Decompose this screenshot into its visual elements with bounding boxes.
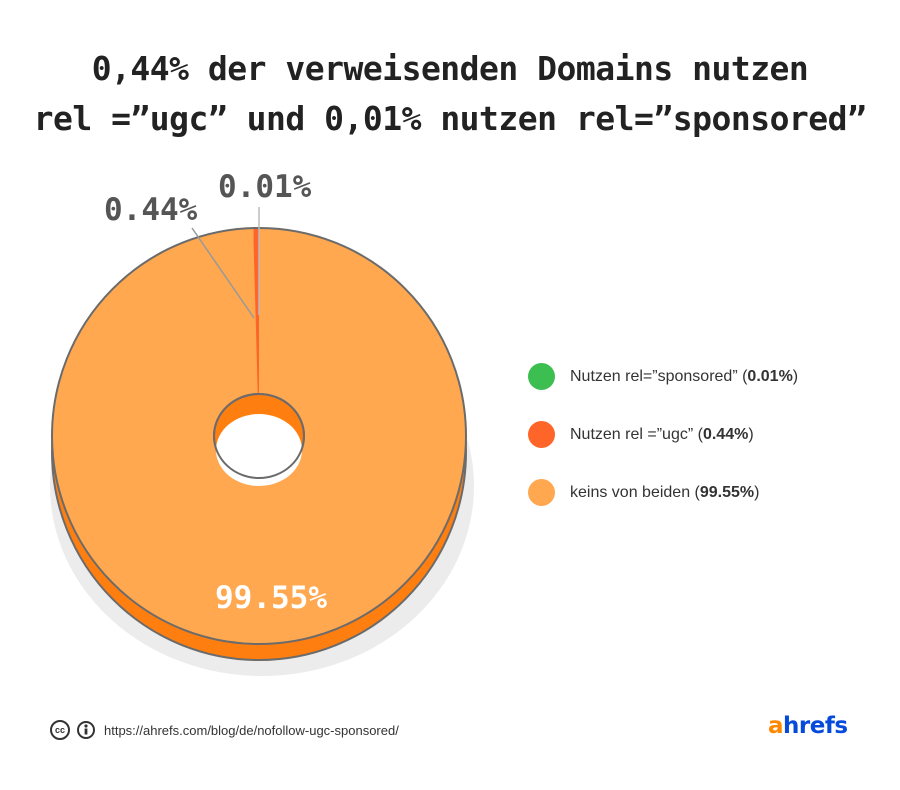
- legend-swatch: [528, 479, 555, 506]
- title-line-1: 0,44% der verweisenden Domains nutzen: [91, 49, 809, 88]
- legend-label: Nutzen rel=”sponsored”: [570, 367, 738, 385]
- legend-value: 0.44%: [702, 425, 749, 443]
- donut-top: [51, 227, 467, 645]
- donut-hole-outline: [213, 393, 305, 479]
- legend-swatch: [528, 421, 555, 448]
- legend-item-sponsored: Nutzen rel=”sponsored” (0.01%): [528, 362, 798, 391]
- data-label-neither: 99.55%: [215, 580, 327, 616]
- donut-slice-0: [52, 228, 467, 645]
- legend-swatch: [528, 363, 555, 390]
- legend-item-ugc: Nutzen rel =”ugc” (0.44%): [528, 420, 798, 449]
- donut-slice-1: [253, 228, 259, 395]
- ahrefs-logo: ahrefs: [768, 713, 848, 739]
- data-label-ugc: 0.44%: [104, 192, 198, 228]
- legend-label: Nutzen rel =”ugc”: [570, 425, 694, 443]
- legend-value: 99.55%: [699, 483, 755, 501]
- data-label-sponsored: 0.01%: [218, 169, 312, 205]
- cc-icon: cc: [50, 720, 70, 740]
- leader-line-ugc: [191, 227, 255, 319]
- donut-hole: [216, 414, 302, 486]
- chart-title: 0,44% der verweisenden Domains nutzen re…: [0, 44, 900, 144]
- donut-labels: 0.01% 0.44% 99.55%: [104, 169, 327, 616]
- legend-value: 0.01%: [747, 367, 793, 385]
- legend: Nutzen rel=”sponsored” (0.01%) Nutzen re…: [528, 362, 798, 536]
- source-url[interactable]: https://ahrefs.com/blog/de/nofollow-ugc-…: [104, 722, 399, 738]
- legend-item-neither: keins von beiden (99.55%): [528, 478, 798, 507]
- footer: cc https://ahrefs.com/blog/de/nofollow-u…: [50, 720, 399, 740]
- legend-label: keins von beiden: [570, 483, 691, 501]
- title-line-2: rel =”ugc” und 0,01% nutzen rel=”sponsor…: [33, 99, 867, 138]
- attribution-icon: [77, 721, 95, 739]
